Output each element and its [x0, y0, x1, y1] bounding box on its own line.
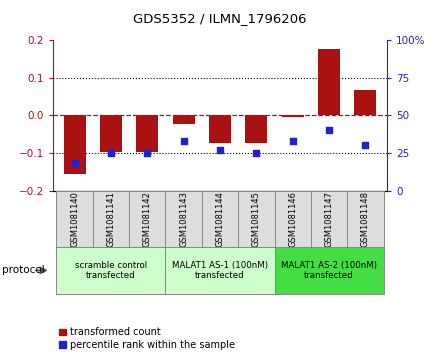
FancyBboxPatch shape — [238, 191, 275, 247]
Text: protocol: protocol — [2, 265, 45, 276]
FancyBboxPatch shape — [56, 247, 165, 294]
Text: GSM1081142: GSM1081142 — [143, 191, 152, 246]
Legend: transformed count, percentile rank within the sample: transformed count, percentile rank withi… — [58, 326, 236, 351]
Bar — [246, 115, 267, 143]
Text: GSM1081140: GSM1081140 — [70, 191, 79, 246]
Bar — [136, 115, 158, 152]
Bar — [355, 90, 376, 115]
FancyBboxPatch shape — [165, 247, 275, 294]
Point — [362, 143, 369, 148]
FancyBboxPatch shape — [56, 191, 93, 247]
FancyBboxPatch shape — [347, 191, 384, 247]
Text: scramble control
transfected: scramble control transfected — [75, 261, 147, 280]
FancyBboxPatch shape — [165, 191, 202, 247]
Text: GSM1081143: GSM1081143 — [179, 191, 188, 247]
Point — [216, 147, 224, 153]
FancyBboxPatch shape — [275, 191, 311, 247]
Bar — [318, 49, 340, 115]
FancyBboxPatch shape — [93, 191, 129, 247]
Point — [71, 160, 78, 166]
Bar — [173, 115, 194, 123]
Bar — [282, 115, 304, 117]
Text: GSM1081144: GSM1081144 — [216, 191, 224, 246]
Text: GSM1081148: GSM1081148 — [361, 191, 370, 247]
Text: GSM1081145: GSM1081145 — [252, 191, 261, 246]
Bar — [64, 115, 85, 174]
Bar — [100, 115, 122, 152]
FancyBboxPatch shape — [311, 191, 347, 247]
FancyBboxPatch shape — [202, 191, 238, 247]
Point — [180, 138, 187, 144]
Text: GDS5352 / ILMN_1796206: GDS5352 / ILMN_1796206 — [133, 12, 307, 25]
Text: MALAT1 AS-2 (100nM)
transfected: MALAT1 AS-2 (100nM) transfected — [281, 261, 377, 280]
Point — [253, 150, 260, 156]
FancyBboxPatch shape — [275, 247, 384, 294]
Point — [107, 150, 114, 156]
Bar — [209, 115, 231, 143]
Point — [144, 150, 151, 156]
Text: MALAT1 AS-1 (100nM)
transfected: MALAT1 AS-1 (100nM) transfected — [172, 261, 268, 280]
Text: GSM1081146: GSM1081146 — [288, 191, 297, 247]
Text: GSM1081147: GSM1081147 — [325, 191, 334, 247]
Point — [289, 138, 296, 144]
FancyBboxPatch shape — [129, 191, 165, 247]
Text: GSM1081141: GSM1081141 — [106, 191, 115, 246]
Point — [326, 127, 333, 133]
